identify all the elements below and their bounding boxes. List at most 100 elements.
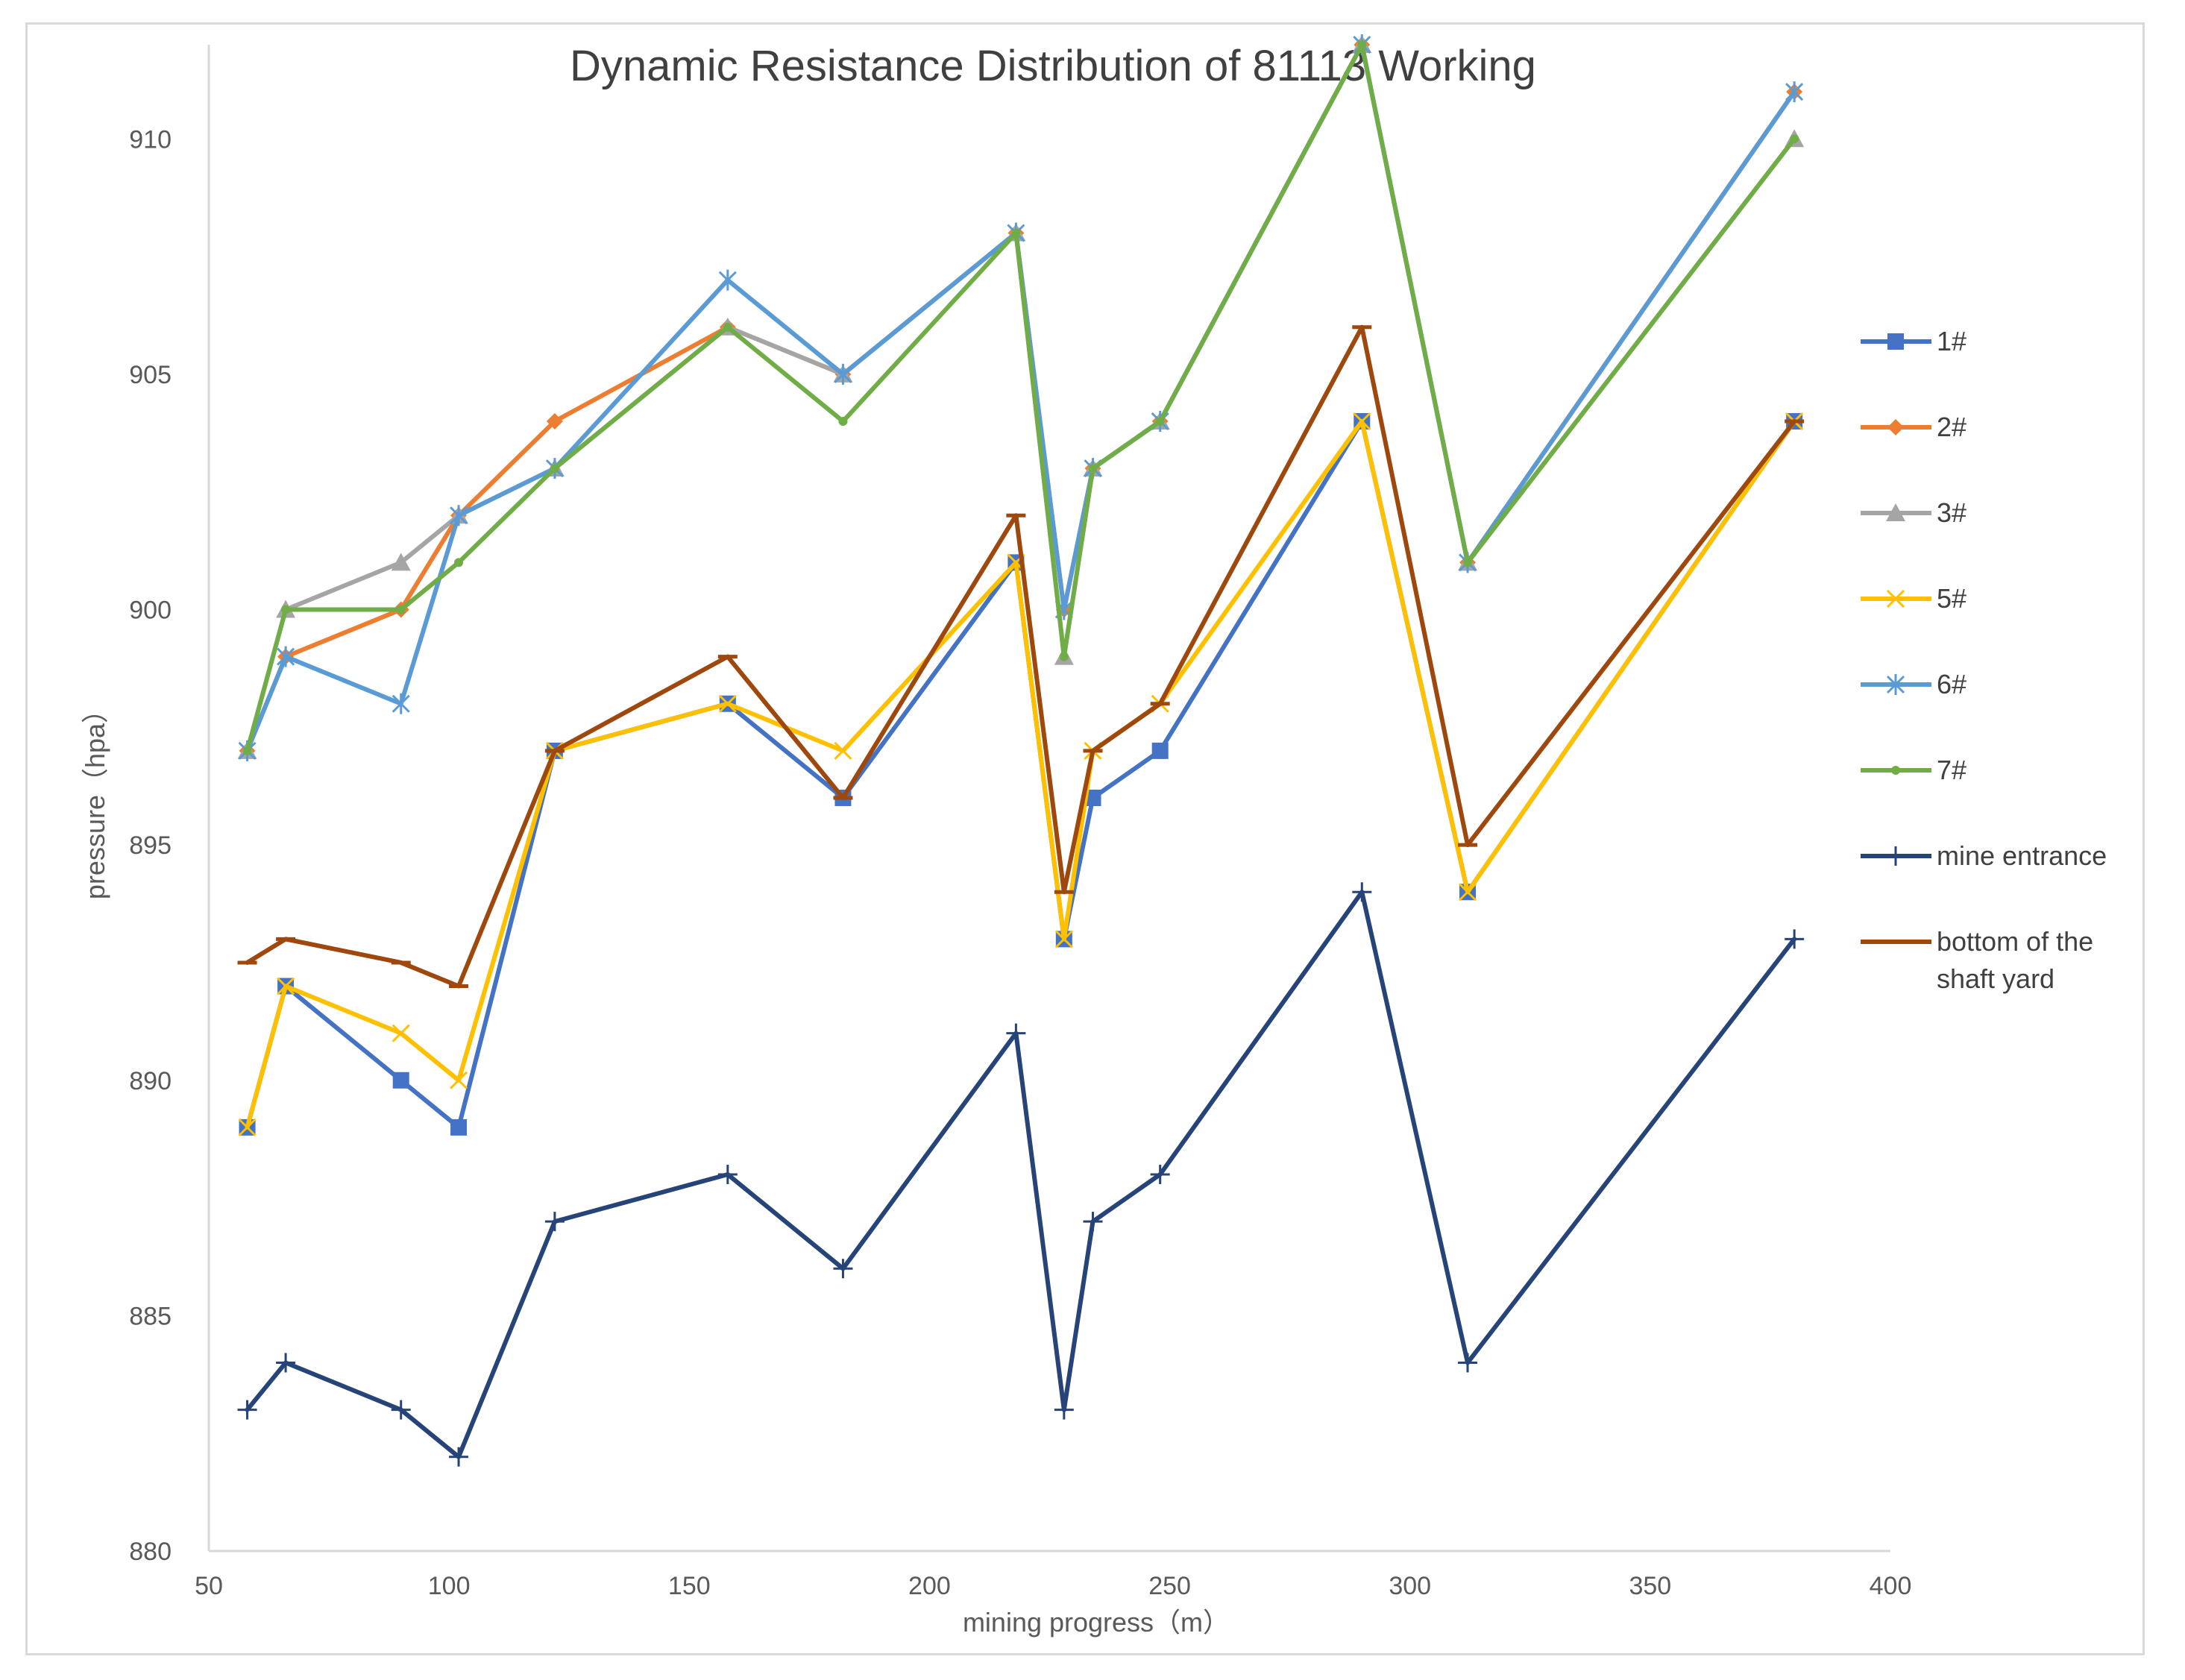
legend-label-line: 6#: [1937, 669, 1966, 699]
legend-item[interactable]: 1#: [1861, 326, 1966, 356]
data-point: [1054, 1400, 1074, 1420]
marker-plus: [717, 1165, 738, 1184]
legend-item[interactable]: 7#: [1861, 755, 1966, 785]
data-point: [238, 1118, 257, 1136]
marker-star: [1785, 81, 1804, 103]
series-line: [245, 419, 1797, 1130]
data-point: [392, 693, 410, 714]
data-point: [1463, 558, 1473, 567]
legend-label-line: bottom of the: [1937, 926, 2093, 957]
x-tick-label: 100: [428, 1572, 471, 1600]
marker-dot: [1059, 652, 1069, 661]
marker-star: [834, 363, 852, 385]
series-layer: [237, 34, 1805, 1467]
series-line: [245, 43, 1797, 753]
marker-x: [1458, 883, 1477, 902]
legend-label-line: 5#: [1937, 583, 1966, 614]
legend-label: 7#: [1937, 755, 1966, 785]
legend-marker: [1886, 846, 1905, 866]
y-tick-label: 905: [129, 361, 172, 389]
series-3: [238, 412, 1804, 1136]
data-point: [546, 413, 563, 430]
x-tick-label: 300: [1389, 1572, 1431, 1600]
legend-item[interactable]: 6#: [1861, 669, 1966, 699]
marker-dot: [1463, 558, 1473, 567]
marker-dot: [838, 417, 848, 426]
marker-plus: [276, 1353, 296, 1373]
series-line: [245, 419, 1797, 1130]
series-2: [237, 35, 1805, 759]
legend[interactable]: 1# 2# 3# 5# 6# 7# mine entrance bottom of the sh…: [1861, 326, 2107, 994]
legend-marker: [1891, 766, 1900, 775]
marker-x: [834, 741, 852, 760]
marker-plus: [391, 1400, 411, 1420]
data-point: [1353, 412, 1371, 431]
data-point: [834, 363, 852, 385]
y-tick-label: 900: [129, 597, 172, 625]
legend-marker: [1886, 589, 1905, 608]
legend-item[interactable]: mine entrance: [1861, 840, 2107, 871]
series-line: [245, 890, 1797, 1459]
x-tick-label: 50: [195, 1572, 223, 1600]
data-point: [1151, 742, 1169, 759]
data-point: [1785, 81, 1804, 103]
legend-label-line: 7#: [1937, 755, 1966, 785]
series-4: [238, 34, 1804, 761]
series-6: [237, 882, 1805, 1467]
data-point: [1083, 1212, 1103, 1232]
marker-plus: [1458, 1353, 1478, 1373]
marker-dot: [1357, 40, 1367, 49]
marker-dot: [1891, 766, 1900, 775]
marker-diamond: [1887, 419, 1904, 435]
x-tick-label: 400: [1870, 1572, 1912, 1600]
y-axis-label: pressure（hpa）: [80, 696, 110, 899]
legend-item[interactable]: bottom of the shaft yard: [1861, 926, 2093, 994]
y-tick-label: 895: [129, 831, 172, 860]
data-point: [1150, 1165, 1170, 1184]
series-line: [245, 43, 1797, 753]
series-line: [245, 43, 1797, 753]
marker-dot: [1790, 134, 1799, 144]
data-point: [1006, 1023, 1026, 1043]
x-tick-label: 200: [908, 1572, 951, 1600]
y-tick-label: 885: [129, 1302, 172, 1330]
series-1: [239, 37, 1803, 759]
marker-dot: [454, 558, 464, 567]
marker-plus: [833, 1259, 853, 1279]
x-tick-label: 250: [1148, 1572, 1191, 1600]
marker-star: [277, 646, 295, 667]
legend-label: 5#: [1937, 583, 1966, 614]
marker-star: [449, 505, 468, 526]
data-point: [396, 605, 406, 614]
legend-item[interactable]: 2#: [1861, 412, 1966, 442]
marker-plus: [237, 1400, 257, 1420]
data-point: [1357, 40, 1367, 49]
marker-x: [1054, 930, 1073, 948]
x-tick-label: 350: [1629, 1572, 1671, 1600]
marker-plus: [1054, 1400, 1074, 1420]
data-point: [1059, 652, 1069, 661]
x-tick-label: 150: [668, 1572, 711, 1600]
data-point: [833, 1259, 853, 1279]
legend-label: bottom of the shaft yard: [1937, 926, 2093, 994]
data-point: [392, 1072, 409, 1089]
legend-label: 6#: [1937, 669, 1966, 699]
legend-item[interactable]: 3#: [1861, 497, 1966, 528]
data-point: [1458, 1353, 1478, 1373]
data-point: [1790, 134, 1799, 144]
marker-dot: [396, 605, 406, 614]
series-line: [245, 324, 1797, 989]
marker-triangle: [391, 553, 411, 571]
data-point: [277, 646, 295, 667]
legend-label-line: 1#: [1937, 326, 1966, 356]
data-point: [454, 558, 464, 567]
data-point: [717, 1165, 738, 1184]
x-axis-label: mining progress（m）: [963, 1607, 1230, 1637]
marker-dot: [1155, 417, 1165, 426]
data-point: [1011, 228, 1021, 238]
data-point: [718, 269, 737, 291]
data-point: [449, 505, 468, 526]
legend-item[interactable]: 5#: [1861, 583, 1966, 614]
marker-square: [392, 1072, 409, 1089]
data-point: [449, 1447, 469, 1467]
